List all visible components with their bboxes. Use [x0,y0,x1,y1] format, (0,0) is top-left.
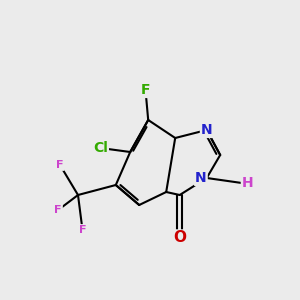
Text: F: F [56,160,64,170]
Text: F: F [141,83,150,97]
Text: N: N [201,123,212,137]
Text: H: H [242,176,254,190]
Text: F: F [55,205,62,215]
Text: Cl: Cl [93,141,108,155]
Text: O: O [173,230,186,245]
Text: F: F [79,225,86,235]
Text: N: N [195,171,207,185]
